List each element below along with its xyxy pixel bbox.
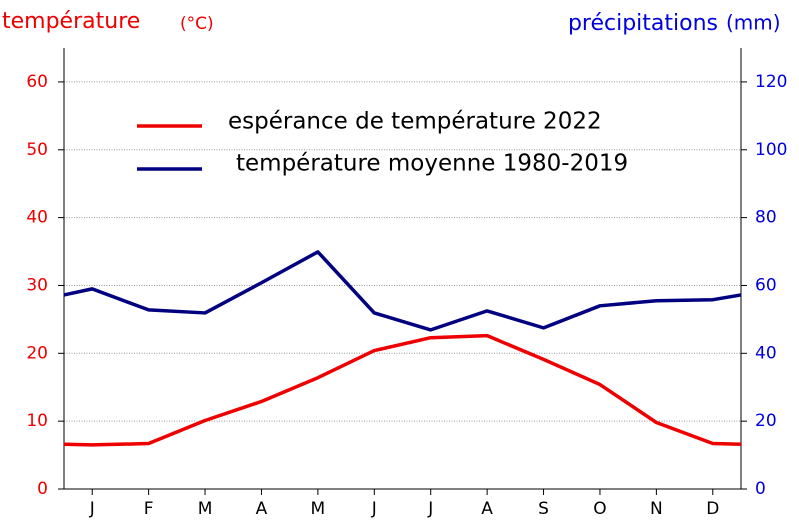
y2-tick-label: 60	[755, 275, 777, 295]
x-tick-label: J	[89, 499, 95, 519]
y2-axis-label: précipitations	[568, 11, 718, 36]
y-tick-label: 10	[26, 411, 48, 431]
y2-tick-label: 120	[755, 72, 787, 92]
x-tick-label: D	[706, 499, 719, 519]
x-tick-label: S	[538, 499, 549, 519]
x-tick-label: F	[144, 499, 154, 519]
y-axis-unit: (°C)	[180, 14, 214, 34]
x-tick-label: N	[650, 499, 663, 519]
x-tick-label: A	[481, 499, 493, 519]
y-tick-label: 20	[26, 343, 48, 363]
y-tick-label: 50	[26, 140, 48, 160]
legend-label: espérance de température 2022	[228, 109, 602, 135]
x-tick-label: J	[371, 499, 377, 519]
x-tick-label: M	[311, 499, 326, 519]
x-tick-label: O	[593, 499, 606, 519]
y-axis-label: température	[2, 9, 140, 34]
y2-tick-label: 0	[755, 479, 766, 499]
y-tick-label: 30	[26, 275, 48, 295]
y2-tick-label: 20	[755, 411, 777, 431]
x-tick-label: J	[427, 499, 433, 519]
x-tick-label: M	[198, 499, 213, 519]
y2-tick-label: 40	[755, 343, 777, 363]
y2-tick-label: 80	[755, 208, 777, 228]
x-tick-label: A	[256, 499, 268, 519]
y2-tick-label: 100	[755, 140, 787, 160]
y-tick-label: 0	[37, 479, 48, 499]
y-tick-label: 40	[26, 208, 48, 228]
y2-axis-unit: (mm)	[726, 11, 781, 35]
line	[63, 333, 742, 447]
legend-label: température moyenne 1980-2019	[236, 151, 628, 177]
line	[63, 250, 742, 332]
y-tick-label: 60	[26, 72, 48, 92]
